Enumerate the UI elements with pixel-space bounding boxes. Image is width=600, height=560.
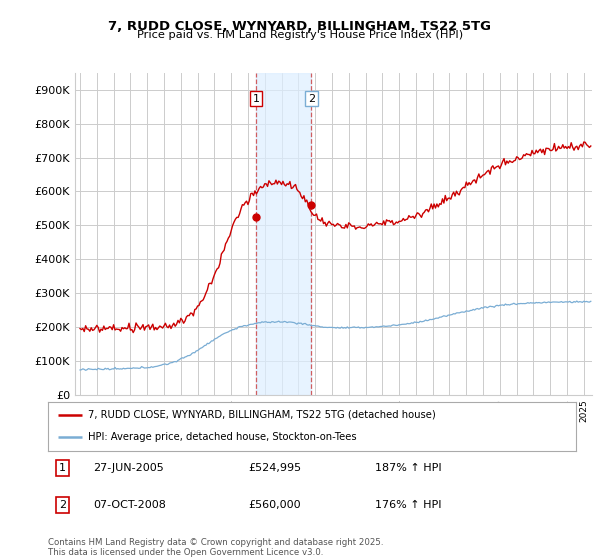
Text: 2: 2 [59, 500, 67, 510]
Text: 1: 1 [59, 463, 66, 473]
Text: £560,000: £560,000 [248, 500, 301, 510]
Text: Price paid vs. HM Land Registry's House Price Index (HPI): Price paid vs. HM Land Registry's House … [137, 30, 463, 40]
Text: 7, RUDD CLOSE, WYNYARD, BILLINGHAM, TS22 5TG (detached house): 7, RUDD CLOSE, WYNYARD, BILLINGHAM, TS22… [88, 410, 436, 420]
Text: Contains HM Land Registry data © Crown copyright and database right 2025.
This d: Contains HM Land Registry data © Crown c… [48, 538, 383, 557]
Text: 176% ↑ HPI: 176% ↑ HPI [376, 500, 442, 510]
Bar [256, 73, 311, 395]
Text: HPI: Average price, detached house, Stockton-on-Tees: HPI: Average price, detached house, Stoc… [88, 432, 356, 442]
Text: 7, RUDD CLOSE, WYNYARD, BILLINGHAM, TS22 5TG: 7, RUDD CLOSE, WYNYARD, BILLINGHAM, TS22… [109, 20, 491, 32]
Text: 2: 2 [308, 94, 315, 104]
Text: 27-JUN-2005: 27-JUN-2005 [93, 463, 164, 473]
Text: £524,995: £524,995 [248, 463, 302, 473]
Text: 1: 1 [253, 94, 260, 104]
Text: 187% ↑ HPI: 187% ↑ HPI [376, 463, 442, 473]
Text: 07-OCT-2008: 07-OCT-2008 [93, 500, 166, 510]
